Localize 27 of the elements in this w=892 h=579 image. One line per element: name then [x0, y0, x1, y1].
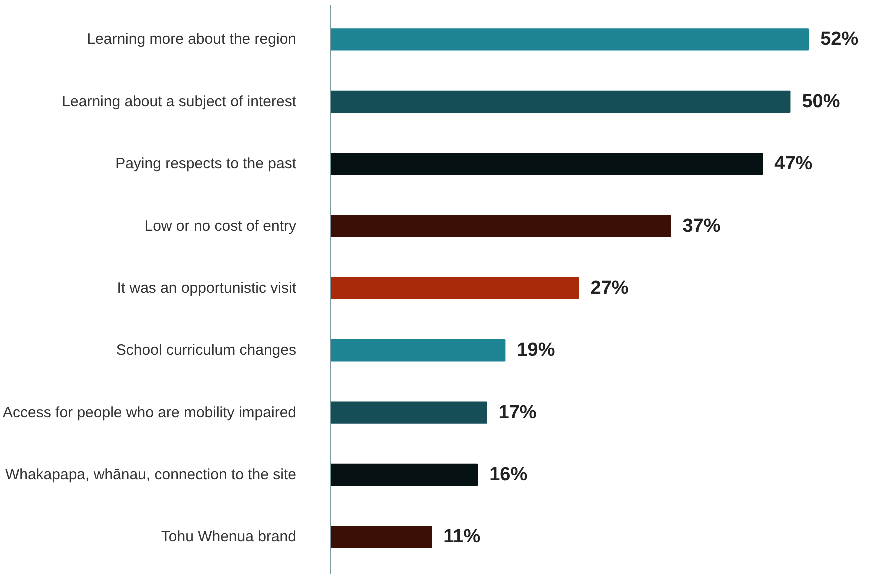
y-tick-label: Learning more about the region	[87, 31, 296, 48]
data-label: 50%	[802, 91, 840, 112]
bar	[330, 402, 488, 424]
y-tick-label: Tohu Whenua brand	[161, 528, 297, 546]
data-label: 27%	[590, 278, 629, 299]
bar	[330, 526, 432, 548]
bar	[330, 28, 810, 51]
bar	[330, 277, 580, 300]
y-tick-label: It was an opportunistic visit	[117, 280, 298, 297]
y-tick-label: Paying respects to the past	[116, 156, 298, 173]
data-label: 16%	[490, 464, 528, 486]
data-label: 52%	[820, 29, 859, 50]
bar	[330, 464, 478, 486]
y-tick-label: Access for people who are mobility impaired	[3, 404, 296, 422]
bar	[330, 90, 791, 113]
bar	[330, 340, 506, 362]
data-label: 17%	[498, 402, 537, 424]
y-tick-label: Whakapapa, whānau, connection to the site	[5, 466, 297, 484]
y-tick-label: Learning about a subject of interest	[62, 93, 298, 110]
data-label: 19%	[517, 340, 556, 362]
data-label: 37%	[682, 216, 721, 237]
data-label: 47%	[774, 154, 813, 175]
y-tick-label: School curriculum changes	[116, 342, 297, 360]
y-tick-label: Low or no cost of entry	[144, 218, 297, 235]
data-label: 11%	[444, 526, 481, 548]
bar	[330, 153, 764, 176]
bar	[330, 215, 672, 238]
